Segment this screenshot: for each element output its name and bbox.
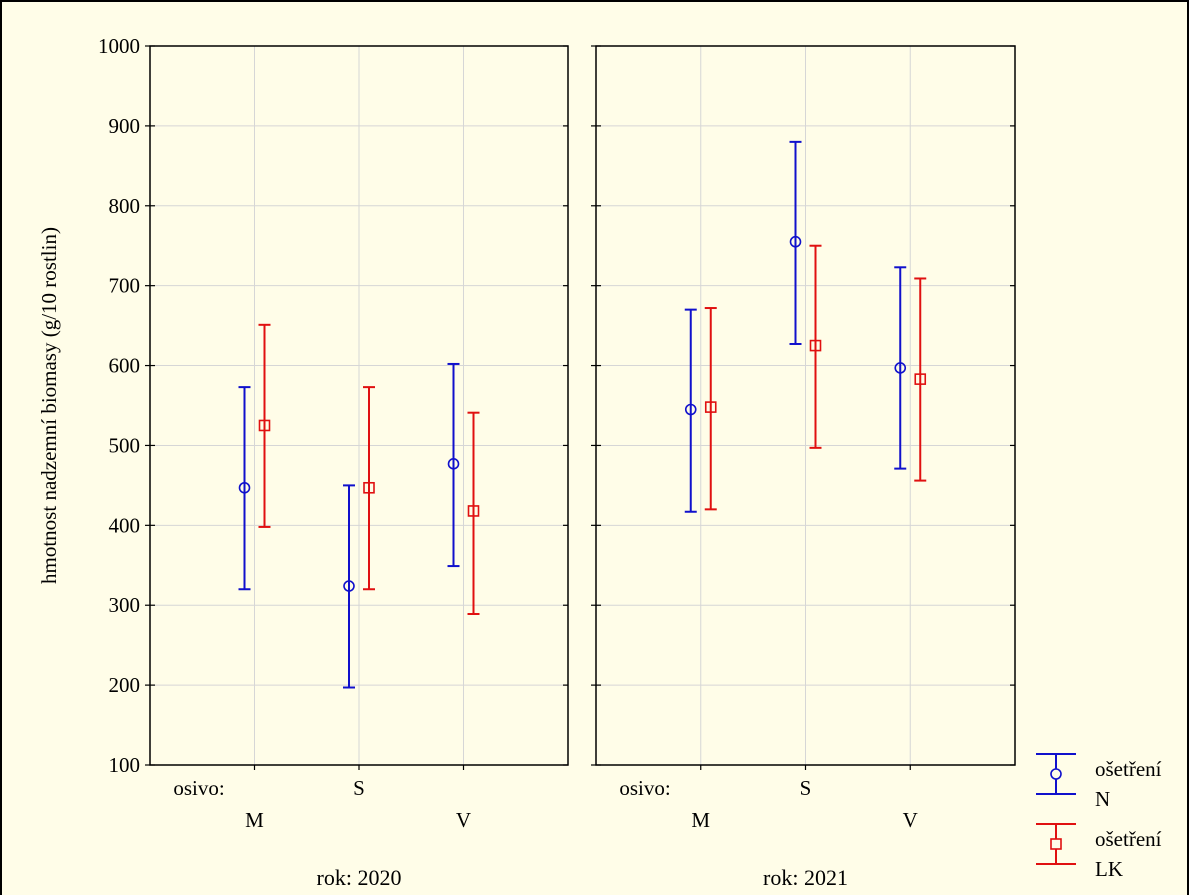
legend-label: ošetření [1095, 757, 1162, 781]
legend-marker-circle [1050, 768, 1062, 780]
x-tick-label-M: M [691, 808, 710, 832]
point-marker-square [809, 339, 822, 352]
y-axis-label: hmotnost nadzemní biomasy (g/10 rostlin) [37, 227, 61, 584]
point-marker-square [467, 505, 480, 517]
y-tick-label: 900 [109, 114, 141, 138]
factor-label: osivo: [619, 776, 670, 800]
y-tick-label: 200 [109, 673, 141, 697]
point-marker-circle [343, 580, 355, 592]
point-marker-circle [789, 235, 802, 248]
point-marker-circle [894, 362, 907, 374]
legend-label: ošetření [1095, 827, 1162, 851]
legend-label-line2: LK [1095, 857, 1123, 881]
legend-label-line2: N [1095, 787, 1110, 811]
x-tick-label-M: M [245, 808, 264, 832]
point-marker-circle [238, 481, 251, 494]
x-tick-label-S: S [800, 776, 812, 800]
y-tick-label: 500 [109, 433, 141, 457]
x-tick-label-V: V [903, 808, 918, 832]
point-marker-square [914, 373, 927, 385]
point-marker-circle [447, 458, 460, 470]
x-tick-label-V: V [456, 808, 471, 832]
y-tick-label: 400 [109, 513, 141, 537]
point-marker-square [363, 481, 375, 494]
y-tick-label: 700 [109, 274, 141, 298]
y-tick-label: 1000 [98, 34, 140, 58]
factor-label: osivo: [173, 776, 224, 800]
y-tick-label: 800 [109, 194, 141, 218]
point-marker-square [704, 401, 717, 413]
x-tick-label-S: S [353, 776, 365, 800]
legend-marker-square [1050, 838, 1062, 850]
y-tick-label: 100 [109, 753, 141, 777]
point-marker-square [258, 419, 271, 432]
y-tick-label: 600 [109, 354, 141, 378]
panel-label: rok: 2021 [763, 865, 848, 890]
point-marker-circle [684, 403, 697, 416]
panel-label: rok: 2020 [317, 865, 402, 890]
y-tick-label: 300 [109, 593, 141, 617]
